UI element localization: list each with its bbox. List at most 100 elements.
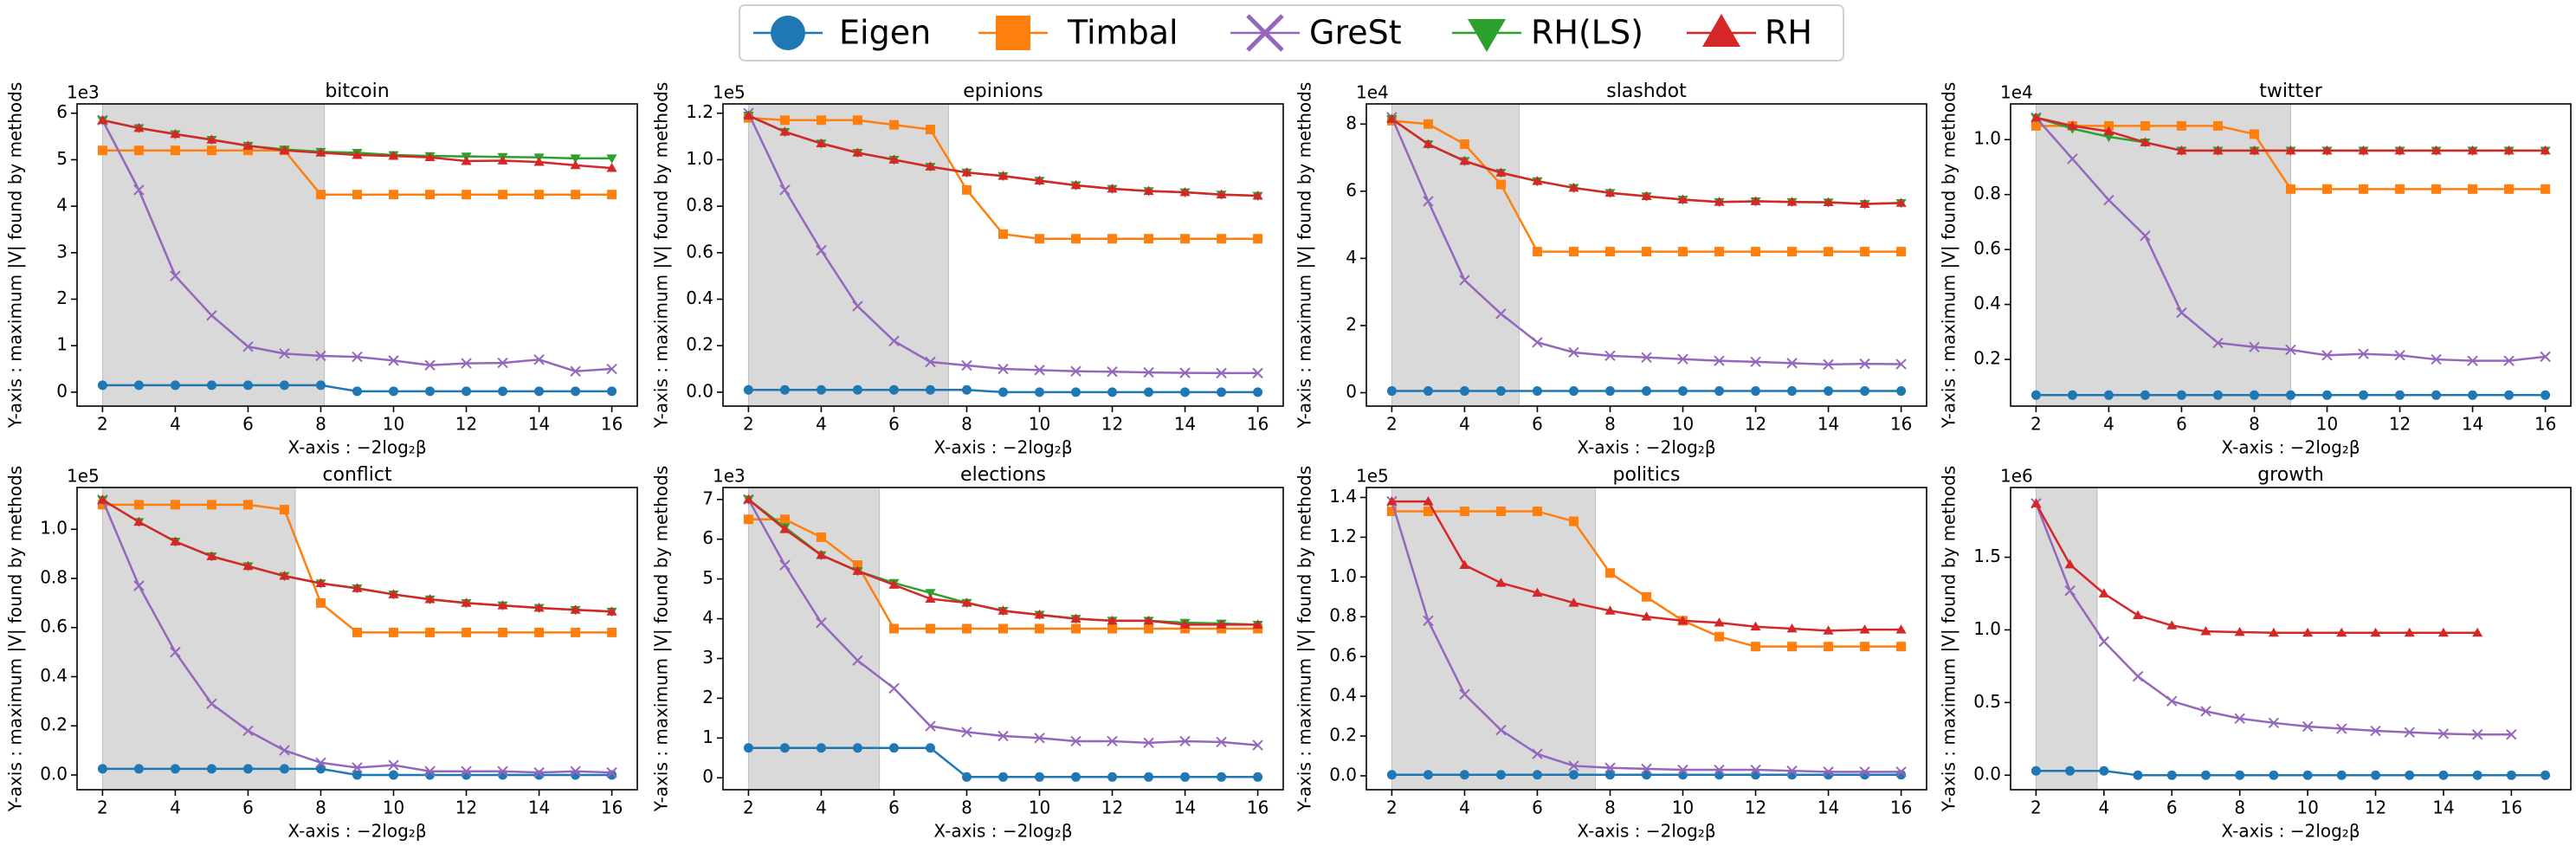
data-point — [1034, 365, 1045, 376]
data-point — [2030, 390, 2041, 400]
x-tick-label: 12 — [455, 414, 477, 435]
x-tick-label: 14 — [1174, 798, 1196, 818]
data-point — [1495, 179, 1506, 190]
data-point — [1568, 182, 1579, 192]
data-point — [2437, 627, 2450, 637]
data-point — [888, 579, 900, 589]
data-point — [97, 380, 107, 391]
x-tick-label: 10 — [383, 798, 404, 818]
data-point — [1677, 764, 1688, 776]
x-tick-label: 10 — [383, 414, 404, 435]
data-point — [1459, 139, 1469, 150]
data-point — [425, 627, 436, 637]
data-point — [1678, 247, 1688, 257]
data-point — [1253, 772, 1263, 782]
data-point — [1568, 386, 1579, 397]
data-point — [779, 115, 790, 126]
data-point — [2103, 132, 2114, 143]
data-point — [1641, 611, 1652, 621]
data-point — [2268, 717, 2280, 729]
chart-title: elections — [960, 464, 1046, 486]
data-point — [1070, 179, 1081, 190]
data-point — [961, 623, 972, 634]
data-point — [961, 597, 972, 607]
data-point — [1532, 770, 1542, 780]
chart-title: twitter — [2259, 81, 2323, 102]
data-point — [1034, 609, 1045, 619]
data-point — [1604, 762, 1616, 773]
series-line — [2035, 503, 2512, 736]
data-point — [1714, 770, 1725, 780]
x-tick-label: 12 — [1745, 798, 1766, 818]
data-point — [1071, 772, 1081, 782]
data-point — [2030, 112, 2042, 122]
shaded-span — [1391, 103, 1520, 407]
y-tick-label: 1.4 — [1329, 486, 1357, 507]
data-point — [2503, 355, 2515, 366]
y-tick-label: 2 — [702, 687, 713, 707]
data-point — [2249, 341, 2260, 352]
axes-frame — [76, 487, 638, 791]
data-point — [1252, 619, 1263, 629]
data-point — [133, 516, 145, 526]
x-tick-label: 14 — [1817, 414, 1839, 435]
data-point — [1823, 766, 1834, 778]
data-point — [1107, 623, 1118, 634]
data-point — [743, 514, 753, 525]
data-point — [279, 745, 290, 756]
data-point — [571, 627, 581, 637]
data-point — [497, 357, 508, 369]
data-point — [2394, 350, 2405, 361]
data-point — [961, 184, 972, 195]
data-point — [1216, 189, 1227, 199]
x-tick-label: 14 — [1174, 414, 1196, 435]
data-point — [1750, 621, 1761, 631]
data-point — [852, 147, 863, 157]
data-point — [1386, 386, 1397, 397]
data-point — [462, 627, 472, 637]
y-tick-label: 1.0 — [1973, 128, 2001, 149]
data-point — [925, 623, 935, 634]
x-tick-label: 8 — [2234, 798, 2245, 818]
x-tick-label: 16 — [601, 798, 623, 818]
legend-marker — [1468, 19, 1506, 52]
data-point — [1107, 183, 1118, 193]
x-tick-label: 12 — [2365, 798, 2386, 818]
x-tick-label: 6 — [2166, 798, 2178, 818]
y-tick-label: 3 — [702, 647, 713, 668]
legend-marker — [771, 16, 805, 50]
data-point — [1823, 197, 1834, 207]
x-tick-label: 2 — [2030, 798, 2042, 818]
data-point — [816, 617, 827, 629]
data-point — [1859, 624, 1870, 634]
data-point — [242, 500, 253, 510]
data-point — [925, 125, 935, 135]
data-point — [1642, 591, 1651, 602]
data-point — [925, 384, 935, 395]
data-point — [816, 384, 826, 395]
data-point — [133, 380, 144, 391]
data-point — [743, 384, 753, 395]
y-tick-label: 0.4 — [686, 287, 713, 308]
data-point — [1823, 358, 1834, 371]
data-point — [2140, 120, 2150, 131]
data-point — [2212, 145, 2224, 155]
data-point — [1252, 739, 1263, 751]
x-tick-label: 14 — [1817, 798, 1839, 818]
data-point — [133, 122, 145, 132]
data-point — [1070, 365, 1081, 377]
legend-label: Timbal — [1067, 14, 1178, 52]
data-point — [1786, 623, 1798, 633]
data-point — [2468, 184, 2478, 194]
data-point — [1459, 770, 1469, 780]
data-point — [1714, 764, 1725, 776]
data-point — [1714, 197, 1725, 206]
data-point — [133, 764, 144, 774]
data-point — [2132, 610, 2144, 620]
data-point — [315, 380, 326, 391]
data-point — [606, 154, 617, 164]
data-point — [97, 145, 107, 156]
data-point — [570, 154, 581, 164]
y-tick-label: 0.8 — [1329, 605, 1357, 626]
